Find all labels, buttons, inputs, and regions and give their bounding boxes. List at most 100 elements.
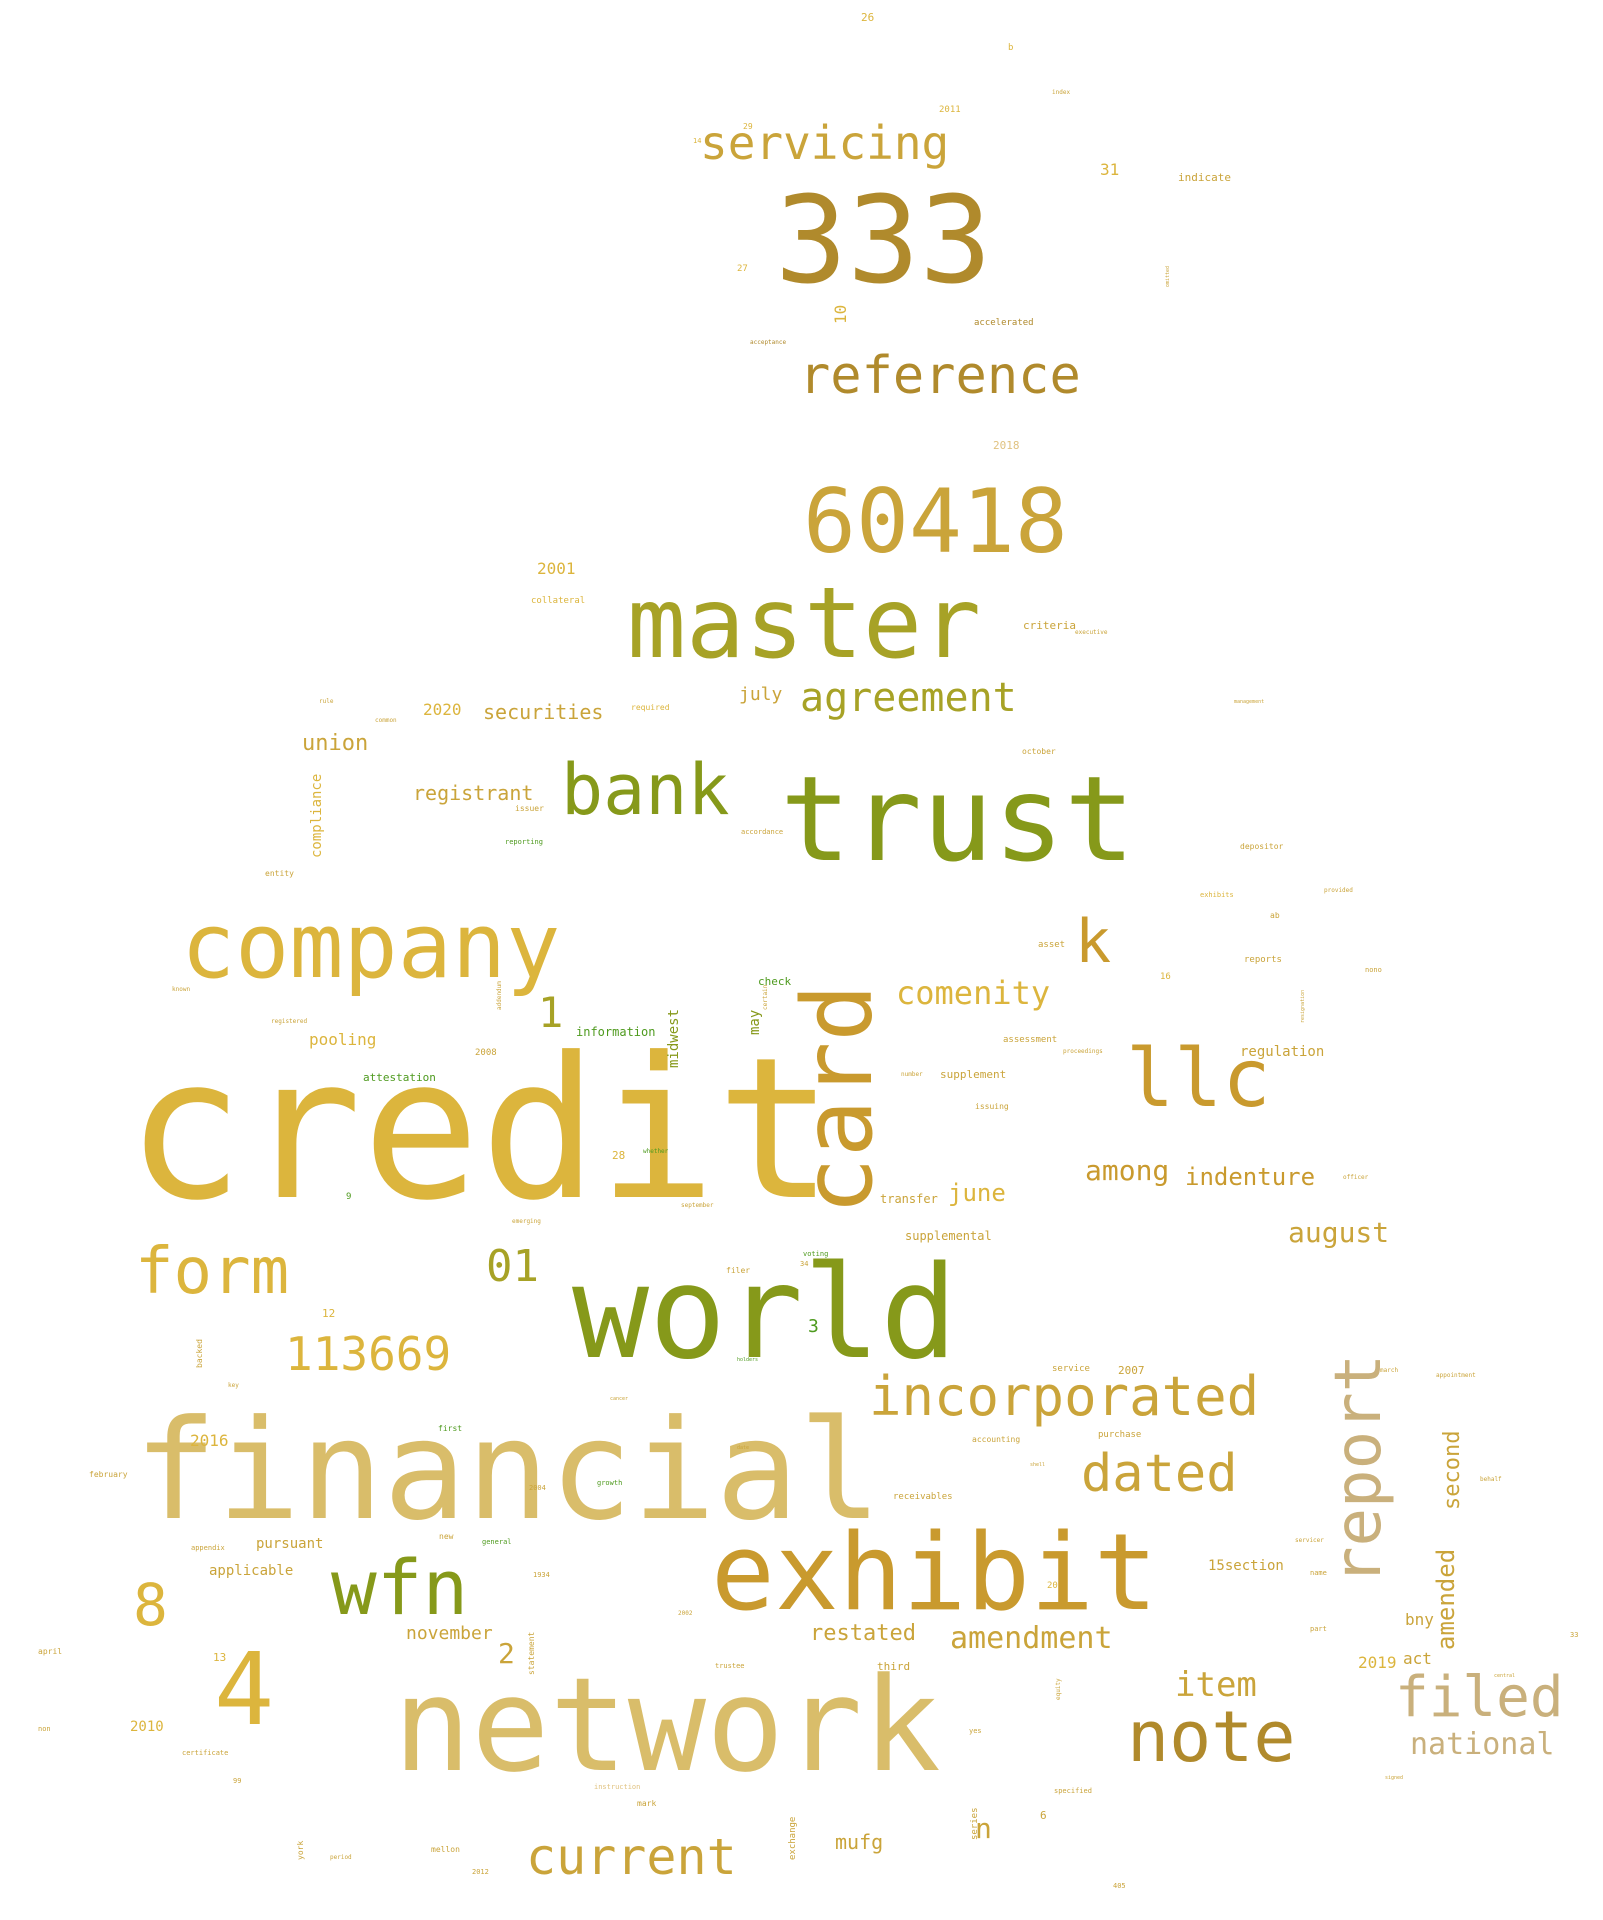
word-report: report xyxy=(1322,1353,1396,1585)
word-cancer: cancer xyxy=(610,1396,629,1402)
word-113669: 113669 xyxy=(285,1327,452,1381)
word-new: new xyxy=(439,1532,454,1541)
word-4: 4 xyxy=(214,1631,275,1748)
word-trustee: trustee xyxy=(715,1662,745,1670)
word-2019: 2019 xyxy=(1358,1653,1397,1672)
word-collateral: collateral xyxy=(531,596,586,606)
word-amended: amended xyxy=(1432,1548,1460,1650)
word-llc: llc xyxy=(1126,1032,1271,1125)
word-midwest: midwest xyxy=(666,1008,682,1068)
word-check: check xyxy=(758,975,792,988)
word-incorporated: incorporated xyxy=(869,1365,1260,1428)
word-supplemental: supplemental xyxy=(905,1229,992,1243)
word-filed: filed xyxy=(1395,1665,1564,1730)
word-common: common xyxy=(375,717,397,724)
word-indicate: indicate xyxy=(1178,171,1231,184)
word-1934: 1934 xyxy=(533,1571,550,1579)
word-whether: whether xyxy=(643,1148,669,1155)
word-certificate: certificate xyxy=(182,1749,229,1757)
word-31: 31 xyxy=(1100,160,1120,179)
word-shell: shell xyxy=(1030,1462,1046,1468)
word-instruction: instruction xyxy=(594,1783,641,1791)
word-2007: 2007 xyxy=(1118,1364,1145,1377)
word-series: series xyxy=(970,1807,980,1840)
word-26: 26 xyxy=(861,11,875,24)
word-service: service xyxy=(1052,1364,1090,1374)
word-01: 01 xyxy=(486,1241,539,1292)
word-august: august xyxy=(1288,1216,1390,1249)
word-14: 14 xyxy=(693,137,702,145)
word-servicer: servicer xyxy=(1295,1537,1324,1544)
word-accordance: accordance xyxy=(741,828,784,836)
word-current: current xyxy=(526,1828,737,1886)
word-february: february xyxy=(89,1470,128,1479)
word-accounting: accounting xyxy=(972,1435,1021,1444)
word-assessment: assessment xyxy=(1003,1035,1058,1045)
word-appointment: appointment xyxy=(1436,1372,1476,1379)
word-card: card xyxy=(782,983,894,1215)
word-2010: 2010 xyxy=(130,1719,164,1735)
word-yes: yes xyxy=(969,1727,982,1735)
word-accelerated: accelerated xyxy=(974,318,1034,328)
word-16: 16 xyxy=(1160,972,1171,982)
word-name: name xyxy=(1310,1569,1327,1577)
word-master: master xyxy=(627,567,982,681)
word-mellon: mellon xyxy=(431,1845,460,1854)
word-item: item xyxy=(1175,1665,1257,1705)
word-34: 34 xyxy=(800,1260,809,1268)
word-indenture: indenture xyxy=(1185,1163,1316,1191)
word-pooling: pooling xyxy=(309,1030,377,1049)
word-omitted: omitted xyxy=(1165,265,1171,287)
word-national: national xyxy=(1410,1727,1555,1762)
word-equity: equity xyxy=(1055,1678,1062,1700)
word-reference: reference xyxy=(799,346,1081,406)
word-central: central xyxy=(1494,1673,1516,1679)
word-management: management xyxy=(1234,699,1265,705)
word-28: 28 xyxy=(612,1149,626,1162)
word-june: june xyxy=(948,1179,1006,1207)
word-k: k xyxy=(1075,907,1112,977)
word-dated: dated xyxy=(1081,1444,1238,1504)
word-required: required xyxy=(631,703,670,712)
word-issuer: issuer xyxy=(515,804,544,813)
word-voting: voting xyxy=(803,1250,829,1258)
word-exhibits: exhibits xyxy=(1200,891,1234,899)
word-regulation: regulation xyxy=(1240,1044,1325,1060)
word-compliance: compliance xyxy=(309,773,325,858)
word-comenity: comenity xyxy=(896,974,1051,1012)
word-405: 405 xyxy=(1113,1882,1126,1890)
word-september: september xyxy=(681,1202,714,1209)
word-emerging: emerging xyxy=(512,1218,541,1225)
word-2001: 2001 xyxy=(537,559,576,578)
word-july: july xyxy=(739,684,783,705)
word-network: network xyxy=(393,1649,941,1801)
word-2002: 2002 xyxy=(678,1610,693,1617)
word-15section: 15section xyxy=(1208,1558,1284,1574)
word-york: york xyxy=(296,1840,305,1860)
word-executive: executive xyxy=(1075,629,1108,636)
word-general: general xyxy=(482,1538,512,1546)
word-holders: holders xyxy=(737,1357,759,1363)
word-exchange: exchange xyxy=(788,1816,798,1860)
word-agreement: agreement xyxy=(800,675,1017,721)
word-signed: signed xyxy=(1385,1775,1404,1781)
word-99: 99 xyxy=(233,1777,242,1785)
word-first: first xyxy=(438,1424,463,1433)
word-securities: securities xyxy=(483,700,604,724)
word-act: act xyxy=(1403,1649,1432,1668)
word-rule: rule xyxy=(319,698,334,705)
word-financial: financial xyxy=(134,1390,882,1551)
word-3: 3 xyxy=(808,1316,819,1337)
word-information: information xyxy=(576,1025,656,1039)
word-ab: ab xyxy=(1270,911,1280,920)
word-growth: growth xyxy=(597,1479,623,1487)
word-depositor: depositor xyxy=(1240,842,1284,851)
word-non: non xyxy=(38,1725,51,1733)
word-issuing: issuing xyxy=(975,1102,1009,1111)
word-index: index xyxy=(1052,89,1071,96)
word-applicable: applicable xyxy=(209,1563,294,1579)
word-2020: 2020 xyxy=(423,700,462,719)
word-2018: 2018 xyxy=(993,439,1020,452)
word-statement: statement xyxy=(527,1631,536,1675)
